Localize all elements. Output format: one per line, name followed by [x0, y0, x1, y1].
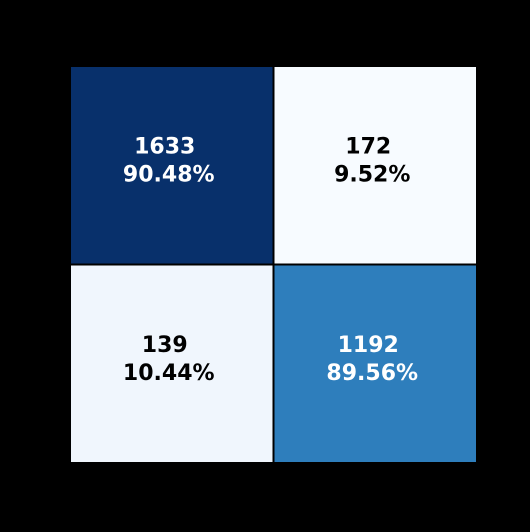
- heatmap-cell-r0-c1: [272, 65, 478, 266]
- heatmap-cell-r0-c0: [69, 65, 275, 266]
- cell-percent-r1-c1: 89.56%: [326, 361, 418, 386]
- cell-count-r1-c0: 139: [142, 333, 188, 358]
- cell-count-r0-c0: 1633: [134, 134, 195, 159]
- cell-percent-r1-c0: 10.44%: [123, 361, 215, 386]
- heatmap-cell-r1-c1: [272, 263, 478, 464]
- cell-count-r1-c1: 1192: [338, 333, 399, 358]
- cell-percent-r0-c0: 90.48%: [123, 162, 215, 187]
- heatmap-cells: [69, 65, 478, 464]
- cell-percent-r0-c1: 9.52%: [334, 162, 410, 187]
- heatmap-cell-r1-c0: [69, 263, 275, 464]
- cell-labels: 1633 90.48% 172 9.52% 139 10.44% 1192 89.56%: [123, 134, 418, 386]
- cell-count-r0-c1: 172: [345, 134, 391, 159]
